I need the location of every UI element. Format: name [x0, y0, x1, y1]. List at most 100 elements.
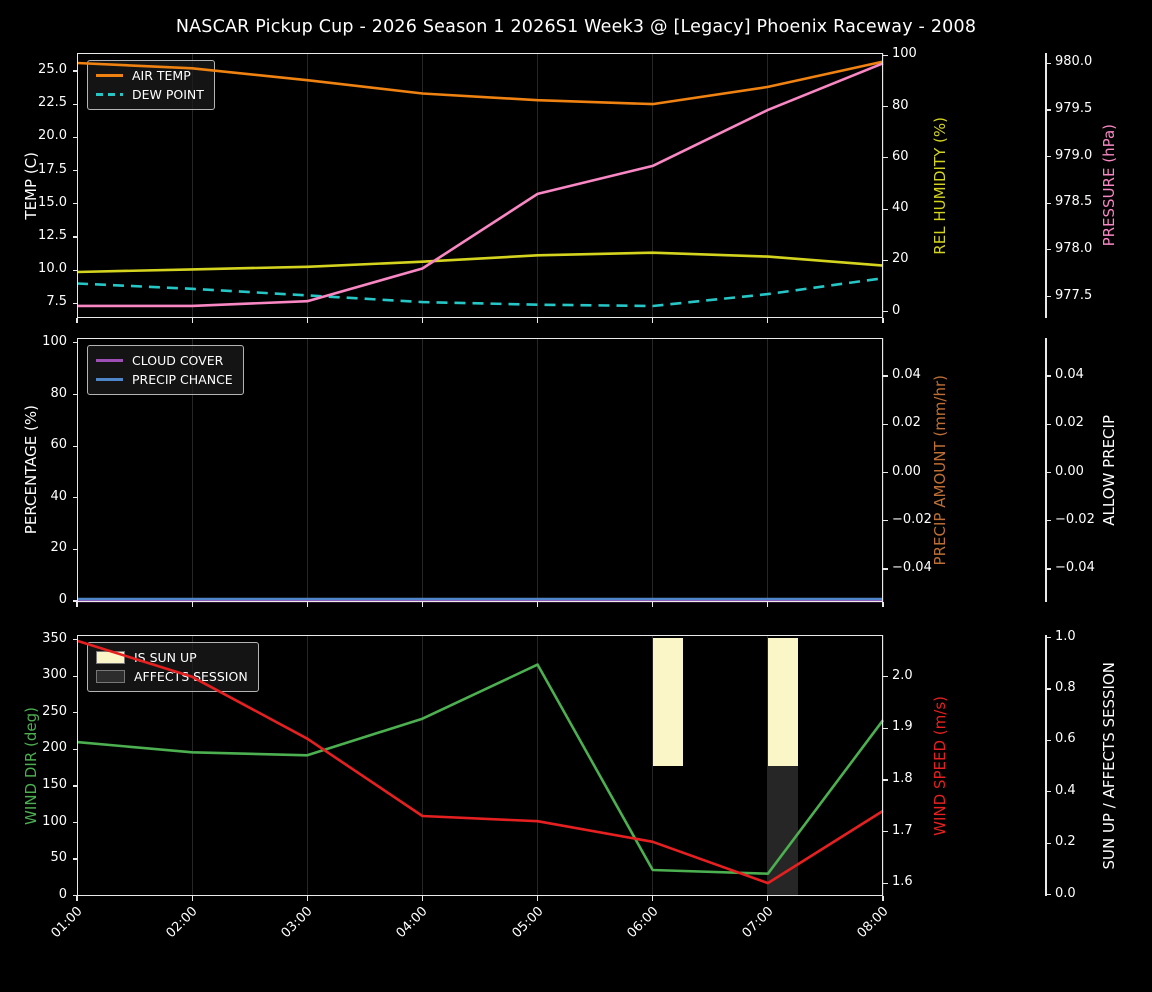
y-tick-label: 150	[42, 776, 67, 792]
gridline	[652, 338, 654, 602]
y-axis-title: PERCENTAGE (%)	[22, 405, 40, 535]
y-tick	[72, 675, 77, 677]
x-tick	[536, 318, 539, 323]
y-tick-label: 40	[892, 200, 909, 216]
legend-item-label: IS SUN UP	[134, 650, 197, 665]
plot-border	[77, 338, 883, 602]
y-axis-title: REL HUMIDITY (%)	[931, 116, 949, 255]
x-tick	[536, 602, 539, 607]
y-tick	[72, 445, 77, 447]
y-tick-label: 977.5	[1055, 287, 1093, 303]
y-tick-label: 0	[58, 886, 67, 902]
y-tick	[72, 600, 77, 602]
weather-forecast-figure: NASCAR Pickup Cup - 2026 Season 1 2026S1…	[20, 17, 1120, 941]
y-axis-title: TEMP (C)	[22, 151, 40, 220]
gridline	[191, 53, 193, 318]
y-tick	[72, 393, 77, 396]
y-tick	[1046, 295, 1051, 298]
y-tick-label: 0.0	[1055, 885, 1076, 901]
legend-item-label: CLOUD COVER	[132, 353, 224, 368]
y-tick-label: 100	[892, 46, 917, 62]
y-tick	[883, 157, 888, 159]
legend: CLOUD COVER PRECIP CHANCE	[87, 345, 244, 395]
legend-item: DEW POINT	[96, 85, 204, 104]
y-tick	[883, 423, 888, 425]
x-tick	[652, 896, 654, 901]
x-tick-label: 07:00	[739, 904, 777, 942]
y-tick	[1046, 568, 1051, 570]
gridline	[767, 53, 769, 318]
y-tick-label: 20	[892, 251, 909, 267]
series-plot	[76, 60, 884, 308]
y-axis-title: WIND SPEED (m/s)	[931, 695, 949, 836]
y-axis-title: SUN UP / AFFECTS SESSION	[1100, 661, 1118, 870]
gridline	[882, 635, 884, 896]
y-tick	[72, 169, 77, 172]
x-tick-label: 05:00	[509, 904, 547, 942]
gridline	[306, 635, 308, 896]
y-tick	[72, 785, 77, 787]
legend-swatch	[96, 93, 123, 96]
gridline	[537, 53, 539, 318]
gridline	[306, 338, 308, 602]
y-tick-label: 300	[42, 667, 67, 683]
y-tick-label: 7.5	[46, 294, 67, 310]
y-tick	[883, 830, 888, 833]
legend-item: CLOUD COVER	[96, 351, 233, 370]
plot-border	[77, 53, 883, 318]
legend-swatch	[96, 378, 123, 381]
x-tick	[652, 602, 654, 607]
y-axis-title-wrap: WIND DIR (deg)	[20, 635, 42, 896]
y-tick-label: 980.0	[1055, 54, 1093, 70]
right-axis-spine	[1045, 635, 1047, 896]
x-tick	[767, 318, 769, 323]
gridline	[537, 635, 539, 896]
x-tick	[421, 896, 424, 901]
y-tick-label: 0.02	[892, 415, 921, 431]
y-tick	[1046, 155, 1051, 158]
x-tick-label: 04:00	[393, 904, 432, 942]
y-tick-label: 0.4	[1055, 782, 1076, 798]
y-tick-label: 250	[42, 703, 67, 719]
gridline	[191, 338, 193, 602]
y-tick-label: 350	[42, 630, 67, 646]
y-tick	[1046, 471, 1051, 474]
y-tick-label: −0.04	[892, 559, 932, 575]
y-tick	[1046, 636, 1051, 639]
legend-swatch	[96, 74, 123, 77]
y-axis-title-wrap: PERCENTAGE (%)	[20, 338, 42, 602]
x-tick	[306, 896, 308, 901]
right-axis-spine	[1045, 338, 1047, 602]
y-tick-label: 978.0	[1055, 240, 1093, 256]
x-tick	[882, 896, 884, 901]
y-tick	[883, 882, 888, 884]
y-axis-title-wrap: PRECIP AMOUNT (mm/hr)	[929, 338, 951, 602]
legend: AIR TEMP DEW POINT	[87, 60, 215, 110]
x-tick	[882, 318, 884, 323]
y-tick	[883, 375, 888, 377]
y-tick-label: 0.04	[1055, 367, 1084, 383]
y-tick-label: 1.9	[892, 719, 913, 735]
y-tick-label: 12.5	[38, 227, 67, 243]
y-tick-label: 20	[50, 540, 67, 556]
y-tick-label: 1.8	[892, 770, 913, 786]
y-tick-label: 0.00	[892, 463, 921, 479]
x-tick	[536, 896, 539, 901]
series-line-rel-humidity	[76, 251, 884, 274]
y-axis-title: PRECIP AMOUNT (mm/hr)	[931, 374, 949, 566]
x-tick-label: 03:00	[278, 904, 316, 942]
y-tick-label: −0.02	[1055, 511, 1095, 527]
x-tick	[76, 318, 78, 323]
gridline	[882, 53, 884, 318]
y-tick	[72, 858, 77, 860]
y-axis-title-wrap: TEMP (C)	[20, 53, 42, 318]
legend-item-label: PRECIP CHANCE	[132, 372, 233, 387]
x-tick-label: 08:00	[854, 904, 892, 942]
gridline	[421, 338, 423, 602]
y-axis-title-wrap: PRESSURE (hPa)	[1098, 53, 1120, 318]
x-tick-label: 01:00	[48, 904, 86, 942]
y-tick	[72, 203, 77, 205]
y-tick-label: 0	[892, 302, 901, 318]
y-tick	[72, 497, 77, 499]
legend-item: AIR TEMP	[96, 66, 204, 85]
